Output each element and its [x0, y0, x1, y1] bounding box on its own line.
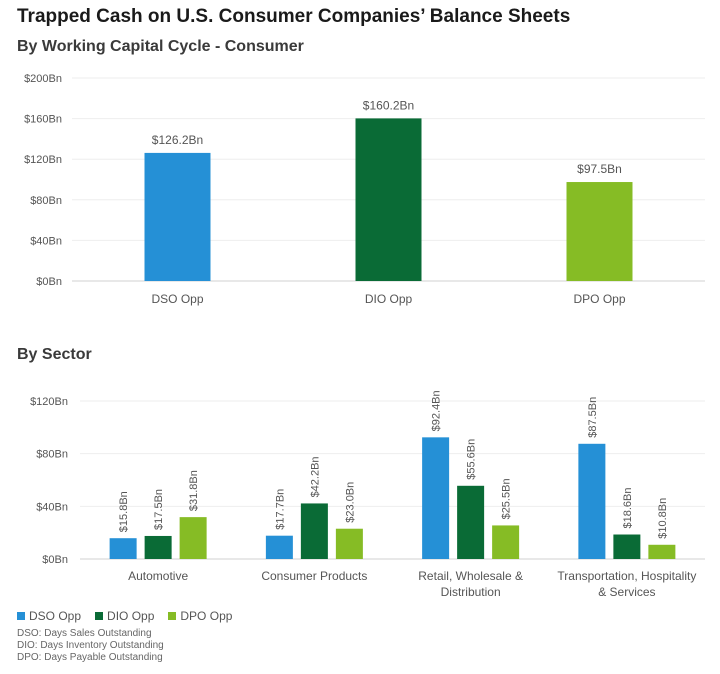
chart2-x-tick-label: Automotive [128, 569, 188, 583]
chart1-data-label: $126.2Bn [152, 133, 203, 147]
legend-item-dio: DIO Opp [95, 609, 154, 623]
chart1-x-tick-label: DPO Opp [573, 292, 625, 306]
legend-item-dpo: DPO Opp [168, 609, 232, 623]
chart2-data-label: $23.0Bn [344, 482, 356, 523]
chart2-bar-dio [144, 535, 172, 559]
chart2-data-label: $17.5Bn [153, 489, 165, 530]
chart2-x-tick-label: Retail, Wholesale & [418, 569, 523, 583]
chart2-y-tick-label: $0Bn [42, 554, 68, 566]
legend-label-dso: DSO Opp [29, 609, 82, 623]
chart2-bar-dso [109, 538, 137, 559]
chart2-bar-dso [422, 437, 450, 559]
legend-swatch-dso [17, 612, 25, 620]
chart1-x-tick-label: DSO Opp [151, 292, 203, 306]
chart2-y-tick-label: $40Bn [36, 501, 68, 513]
chart1-y-tick-label: $80Bn [30, 195, 62, 207]
chart2-bar-dpo [648, 544, 676, 559]
chart2-data-label: $10.8Bn [657, 498, 669, 539]
chart1-bar-dio [355, 118, 422, 281]
chart2-y-tick-label: $120Bn [30, 396, 68, 408]
chart2-y-tick-label: $80Bn [36, 449, 68, 461]
chart2-title: By Sector [17, 346, 92, 363]
legend: DSO Opp DIO Opp DPO Opp [17, 609, 232, 623]
chart2-data-label: $87.5Bn [587, 397, 599, 438]
chart1-data-label: $97.5Bn [577, 162, 622, 176]
chart1-bar-dpo [566, 182, 633, 281]
chart1-y-tick-label: $40Bn [30, 235, 62, 247]
legend-swatch-dpo [168, 612, 177, 620]
chart2-data-label: $55.6Bn [466, 439, 478, 480]
chart2-x-tick-label: Transportation, Hospitality [557, 569, 696, 583]
chart2-data-label: $25.5Bn [501, 478, 513, 519]
chart2-bar-dio [613, 534, 641, 559]
legend-swatch-dio [95, 612, 104, 620]
chart2-data-label: $42.2Bn [309, 456, 321, 497]
footnote-dio: DIO: Days Inventory Outstanding [17, 640, 164, 651]
chart2-data-label: $17.7Bn [274, 489, 286, 530]
chart2-data-label: $92.4Bn [431, 390, 443, 431]
chart2-bar-dio [300, 503, 328, 559]
chart1-y-tick-label: $0Bn [36, 276, 62, 288]
chart1-title: By Working Capital Cycle - Consumer [17, 38, 304, 55]
chart2-bar-dpo [179, 517, 207, 559]
chart1-bar-dso [144, 152, 211, 281]
chart1-y-tick-label: $160Bn [24, 114, 62, 126]
footnote-dso: DSO: Days Sales Outstanding [17, 628, 152, 639]
legend-item-dso: DSO Opp [17, 609, 81, 623]
chart2-bar-dio [457, 485, 485, 559]
chart1-x-tick-label: DIO Opp [365, 292, 413, 306]
chart2-data-label: $31.8Bn [188, 470, 200, 511]
chart2-bar-dpo [492, 525, 520, 559]
page-title: Trapped Cash on U.S. Consumer Companies’… [17, 6, 571, 27]
legend-label-dio: DIO Opp [107, 609, 155, 623]
chart2-data-label: $15.8Bn [118, 491, 130, 532]
chart2-x-tick-label: Consumer Products [261, 569, 367, 583]
chart1-y-tick-label: $120Bn [24, 154, 62, 166]
chart2-x-tick-label: Distribution [441, 585, 501, 599]
footnotes: DSO: Days Sales Outstanding DIO: Days In… [17, 628, 164, 664]
chart2-data-label: $18.6Bn [622, 488, 634, 529]
chart2-bar-dso [578, 443, 606, 559]
chart2-bar-dpo [335, 528, 363, 559]
legend-label-dpo: DPO Opp [180, 609, 233, 623]
chart2-bar-dso [265, 535, 293, 559]
footnote-dpo: DPO: Days Payable Outstanding [17, 652, 163, 663]
chart1-data-label: $160.2Bn [363, 98, 414, 112]
chart2-x-tick-label: & Services [598, 585, 655, 599]
chart1-y-tick-label: $200Bn [24, 73, 62, 85]
